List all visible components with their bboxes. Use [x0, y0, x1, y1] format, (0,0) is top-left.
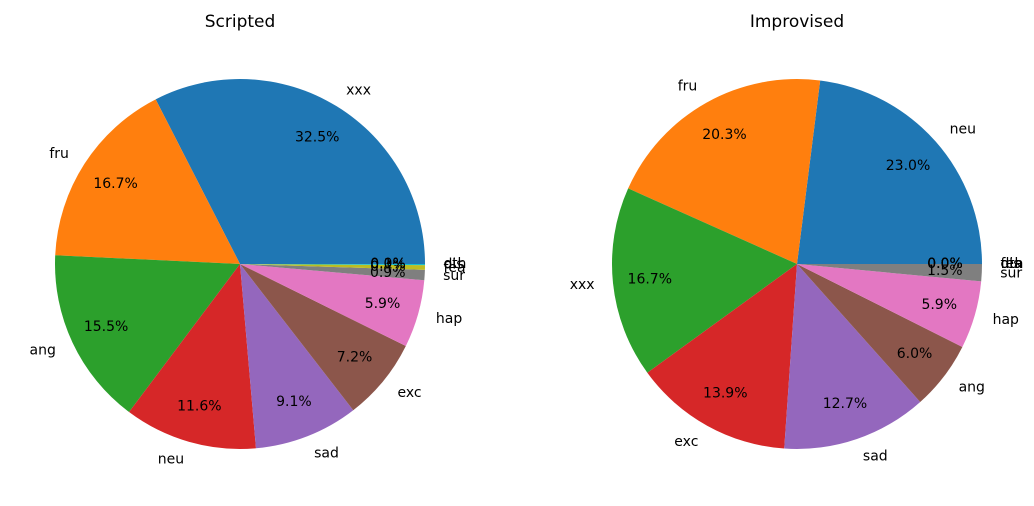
slice-label-sad: sad: [863, 449, 888, 465]
slice-percent-neu: 11.6%: [177, 398, 221, 414]
slice-label-dis: dis: [443, 257, 463, 273]
pie-slice-sad: [240, 264, 354, 449]
slice-label-ang: ang: [959, 380, 985, 396]
slice-label-ang: ang: [30, 343, 56, 359]
slice-percent-neu: 23.0%: [886, 158, 930, 174]
slice-label-neu: neu: [950, 121, 976, 137]
pie-slice-ang: [54, 255, 240, 413]
slice-label-fru: fru: [49, 146, 69, 162]
pie-slice-ang: [797, 264, 963, 402]
pie-slice-fru: [628, 78, 821, 264]
slice-label-oth: oth: [1001, 256, 1024, 272]
pie-slice-hap: [797, 264, 982, 347]
slice-label-hap: hap: [436, 311, 462, 327]
slice-percent-exc: 13.9%: [703, 385, 747, 401]
pie-slice-exc: [240, 264, 406, 411]
slice-percent-fru: 20.3%: [702, 127, 746, 143]
slice-label-oth: oth: [444, 256, 467, 272]
slice-percent-sad: 9.1%: [276, 394, 312, 410]
pie-chart-improvised: Improvised neu 23.0% fru 20.3% xxx 16.7% exc 13.…: [570, 12, 1024, 465]
slice-percent-ang: 6.0%: [897, 346, 933, 362]
slice-percent-sad: 12.7%: [823, 396, 867, 412]
pie-slice-exc: [647, 264, 797, 449]
pie-slice-xxx: [612, 188, 797, 373]
pie-slice-neu: [797, 80, 982, 265]
slice-label-exc: exc: [674, 434, 698, 450]
pie-slice-sad: [784, 264, 921, 449]
slice-percent-xxx: 32.5%: [295, 130, 339, 146]
pie-slice-xxx: [155, 78, 425, 264]
slice-label-dis: dis: [1001, 256, 1021, 272]
slice-percent-hap: 5.9%: [921, 297, 957, 313]
slice-label-sad: sad: [314, 446, 339, 462]
slice-percent-dis: 0.1%: [370, 256, 406, 272]
chart-title: Improvised: [750, 12, 844, 32]
slice-percent-hap: 5.9%: [365, 296, 401, 312]
slice-label-neu: neu: [158, 452, 184, 468]
slice-percent-fea: 0.0%: [927, 256, 963, 272]
pie-slice-hap: [240, 264, 425, 346]
pie-slice-sur: [240, 264, 425, 281]
slice-percent-oth: 0.0%: [370, 256, 406, 272]
chart-title: Scripted: [205, 12, 276, 32]
slice-label-exc: exc: [398, 385, 422, 401]
slice-percent-dis: 0.0%: [927, 256, 963, 272]
slice-label-hap: hap: [993, 312, 1019, 328]
slice-percent-exc: 7.2%: [337, 350, 373, 366]
slice-label-fea: fea: [1001, 256, 1023, 272]
slice-percent-oth: 0.0%: [927, 256, 963, 272]
pie-chart-scripted: Scripted xxx 32.5% fru 16.7% ang 15.5% neu 11.6%…: [30, 12, 467, 468]
slice-label-fea: fea: [443, 260, 465, 276]
slice-percent-xxx: 16.7%: [628, 271, 672, 287]
slice-label-xxx: xxx: [570, 277, 595, 293]
pie-slice-sur: [797, 264, 982, 282]
slice-label-sur: sur: [443, 268, 465, 284]
pie-slice-neu: [129, 264, 256, 449]
pie-slice-dis: [240, 264, 425, 266]
slice-percent-sur: 1.5%: [927, 263, 963, 279]
slice-label-fru: fru: [678, 79, 698, 95]
slice-label-xxx: xxx: [346, 82, 371, 98]
slice-label-sur: sur: [1000, 266, 1022, 282]
slice-percent-fru: 16.7%: [93, 176, 137, 192]
slice-percent-ang: 15.5%: [84, 319, 128, 335]
pie-slice-fea: [240, 264, 425, 270]
slice-percent-fea: 0.4%: [370, 259, 406, 275]
pie-slice-fru: [55, 99, 241, 264]
